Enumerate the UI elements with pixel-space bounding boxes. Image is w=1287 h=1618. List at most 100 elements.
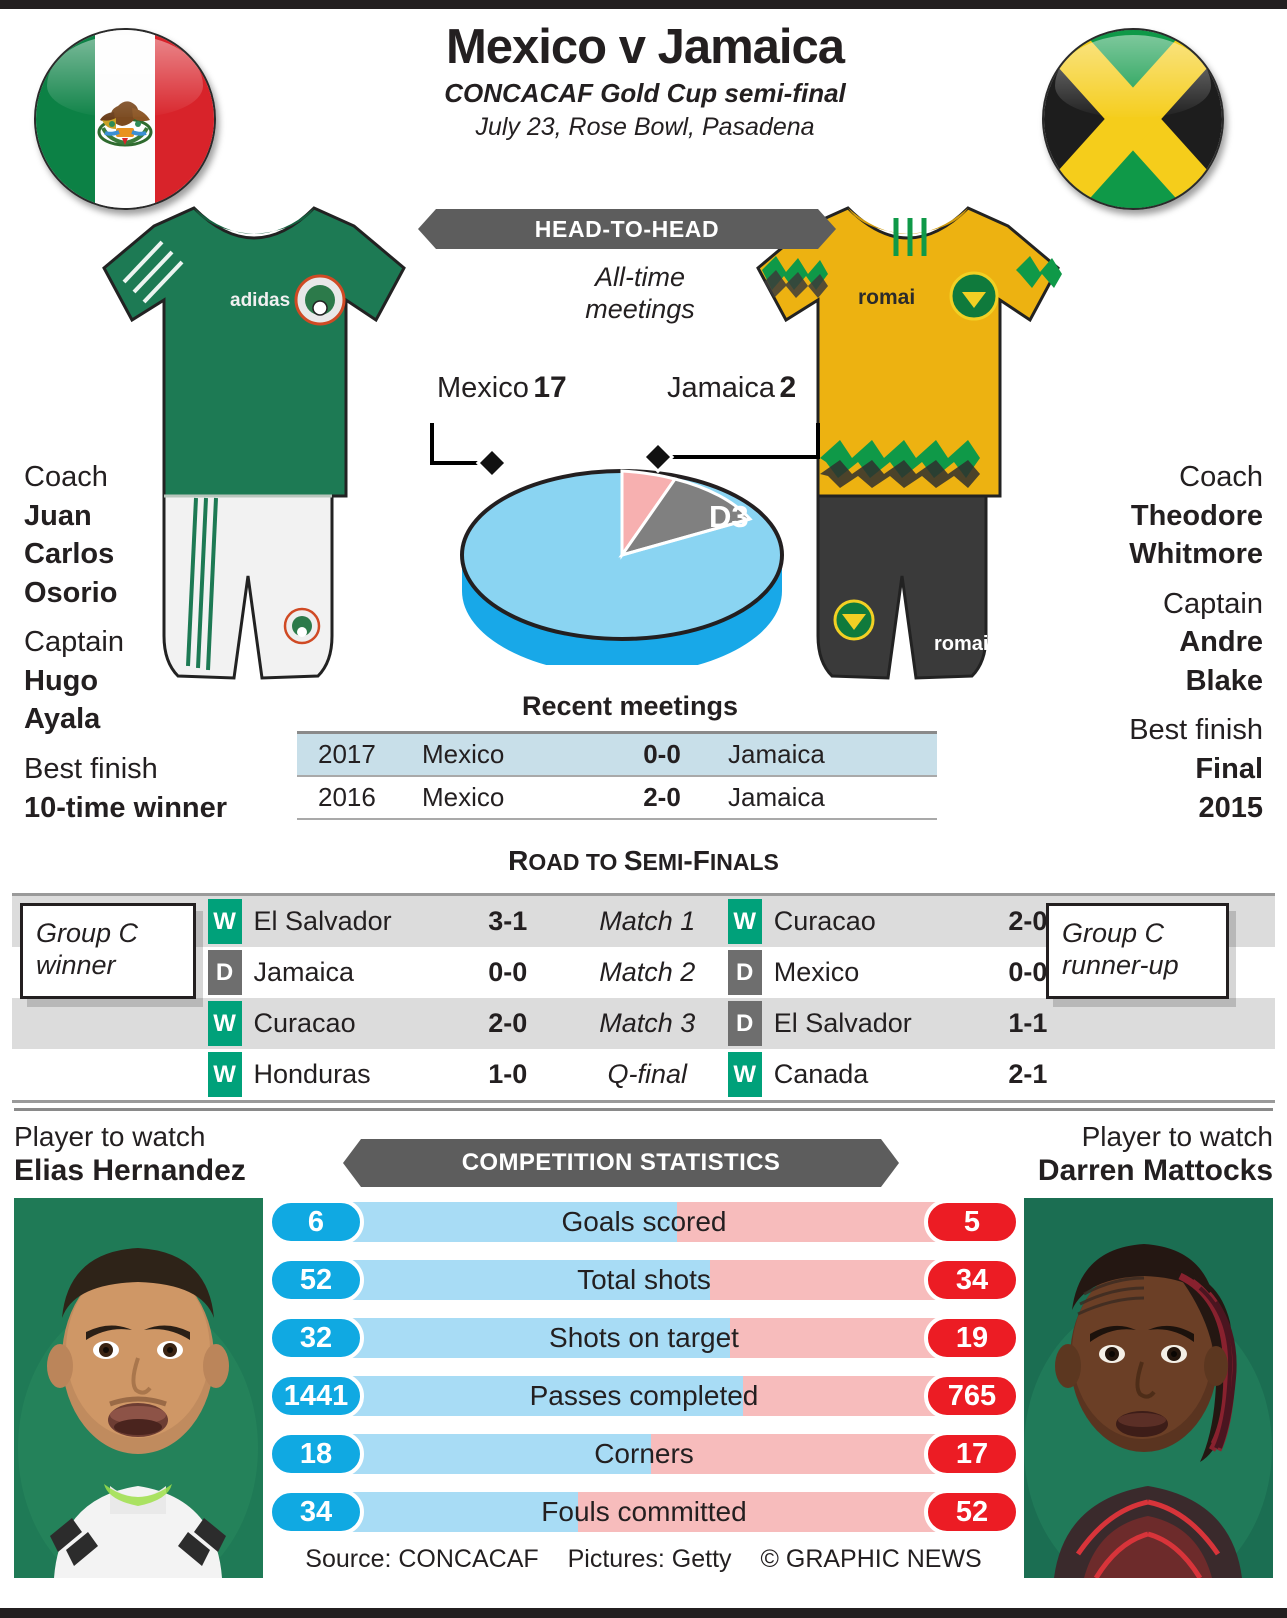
venue-subtitle: July 23, Rose Bowl, Pasadena [475,113,815,142]
road-left-score: 1-0 [488,1059,528,1089]
footer-credits: Source: CONCACAF Pictures: Getty © GRAPH… [0,1545,1287,1574]
stat-right-value: 34 [924,1257,1020,1303]
recent-home: Mexico [422,782,505,812]
road-left-opponent: Honduras [253,1059,371,1089]
head-to-head-banner-label: HEAD-TO-HEAD [534,215,720,242]
table-row: W Honduras 1-0 Q-final W Canada 2-1 [12,1049,1275,1100]
road-title-part-6: INALS [709,849,779,875]
road-right-opponent: Curacao [773,906,876,936]
player-left-name: Elias Hernandez [14,1154,246,1188]
road-title-part-2: OAD TO [528,849,624,875]
jamaica-best-finish-value-1: Final [1195,752,1263,785]
group-left-line-2: winner [36,950,116,981]
competition-subtitle: CONCACAF Gold Cup semi-final [444,78,846,109]
recent-away: Jamaica [728,739,825,769]
table-rule-top [297,731,937,734]
svg-text:romai: romai [858,286,915,309]
section-divider [14,1108,1273,1111]
result-badge: W [207,899,242,944]
jamaica-flag-badge [1042,28,1224,210]
road-left-opponent: Jamaica [253,957,355,987]
player-left-label: Player to watch [14,1121,206,1152]
stat-right-value: 5 [924,1199,1020,1245]
table-row: W Curacao 2-0 Match 3 D El Salvador 1-1 [12,998,1275,1049]
road-right-score: 2-0 [1008,906,1048,936]
road-right-opponent: Mexico [773,957,860,987]
svg-text:romai: romai [934,633,988,655]
group-position-right: Group C runner-up [1046,903,1229,999]
pie-label-jamaica-value: 2 [779,371,797,404]
pie-label-mexico-value: 17 [533,371,567,404]
road-left-score: 0-0 [488,957,528,987]
header-block: Mexico v Jamaica CONCACAF Gold Cup semi-… [250,20,1040,142]
pie-label-mexico: Mexico 17 [437,371,567,405]
stat-row: 6 Goals scored 5 [268,1196,1020,1248]
jamaica-coach-label: Coach [1179,461,1263,493]
stat-bar [315,1434,973,1474]
jamaica-coach-name-2: Whitmore [1129,538,1263,571]
mexico-coach-name-2: Carlos [24,538,115,571]
mexico-best-finish-label: Best finish [24,752,158,785]
top-rule [0,0,1287,9]
stat-label: Goals scored [561,1206,727,1237]
road-stage-label: Match 2 [599,957,696,987]
all-time-meetings-label: All-time meetings [540,262,740,326]
mexico-jersey: adidas [102,206,406,680]
pie-slice-draws-label: D3 [709,499,749,534]
group-right-line-2: runner-up [1062,950,1179,981]
competition-statistics-table: 6 Goals scored 5 52 Total shots 34 32 Sh… [268,1196,1020,1544]
jamaica-best-finish-value-2: 2015 [1198,791,1263,824]
road-right-opponent: El Salvador [773,1008,912,1038]
stat-row: 18 Corners 17 [268,1428,1020,1480]
stat-right-value: 765 [924,1373,1020,1419]
recent-meetings-title: Recent meetings [521,691,739,721]
jamaica-info-panel: Coach Theodore Whitmore Captain Andre Bl… [1003,458,1263,838]
footer-credit: © GRAPHIC NEWS [760,1545,982,1573]
result-badge: W [727,899,762,944]
road-left-score: 2-0 [488,1008,528,1038]
road-stage-label: Match 1 [599,906,696,936]
table-rule-bottom [297,818,937,820]
stat-label: Corners [594,1438,694,1469]
stat-row: 1441 Passes completed 765 [268,1370,1020,1422]
group-position-left: Group C winner [20,903,196,999]
result-badge: D [207,950,242,995]
all-time-line-2: meetings [585,293,695,324]
competition-statistics-banner: COMPETITION STATISTICS [343,1139,899,1187]
player-to-watch-right: Player to watch Darren Mattocks [943,1120,1273,1188]
stat-label: Shots on target [549,1322,739,1353]
mexico-coach-name-1: Juan [24,499,92,532]
road-right-score: 2-1 [1008,1059,1048,1089]
result-badge: W [207,1052,242,1097]
road-title-part-3: S [623,845,643,876]
stat-right-value: 19 [924,1315,1020,1361]
player-right-name: Darren Mattocks [1037,1154,1273,1188]
road-stage-label: Q-final [607,1059,688,1089]
road-title-part-1: R [508,845,529,876]
jamaica-captain-label: Captain [1163,587,1263,620]
recent-year: 2017 [318,739,376,769]
stat-right-value: 17 [924,1431,1020,1477]
road-title-part-4: EMI [642,849,684,875]
player-to-watch-left: Player to watch Elias Hernandez [14,1120,344,1188]
stat-bar [315,1318,973,1358]
head-to-head-banner: HEAD-TO-HEAD [418,209,836,249]
stat-label: Passes completed [529,1380,759,1411]
footer-source: Source: CONCACAF [305,1545,539,1573]
group-left-line-1: Group C [36,918,139,948]
mexico-captain-name-2: Ayala [24,703,101,736]
result-badge: W [207,1001,242,1046]
stat-bar [315,1260,973,1300]
jamaica-best-finish-label: Best finish [1129,714,1263,747]
recent-year: 2016 [318,782,376,812]
mexico-coat-of-arms-icon [97,101,153,147]
recent-meetings-table: 2017 Mexico 0-0 Jamaica 2016 Mexico 2-0 … [297,731,937,820]
jamaica-coach-name-1: Theodore [1130,499,1263,532]
road-right-score: 1-1 [1008,1008,1048,1038]
mexico-best-finish-value: 10-time winner [24,791,228,824]
page-title: Mexico v Jamaica [445,20,845,74]
stat-row: 34 Fouls committed 52 [268,1486,1020,1538]
stat-row: 52 Total shots 34 [268,1254,1020,1306]
stat-left-value: 6 [268,1199,364,1245]
mexico-coach-label: Coach [24,461,108,493]
